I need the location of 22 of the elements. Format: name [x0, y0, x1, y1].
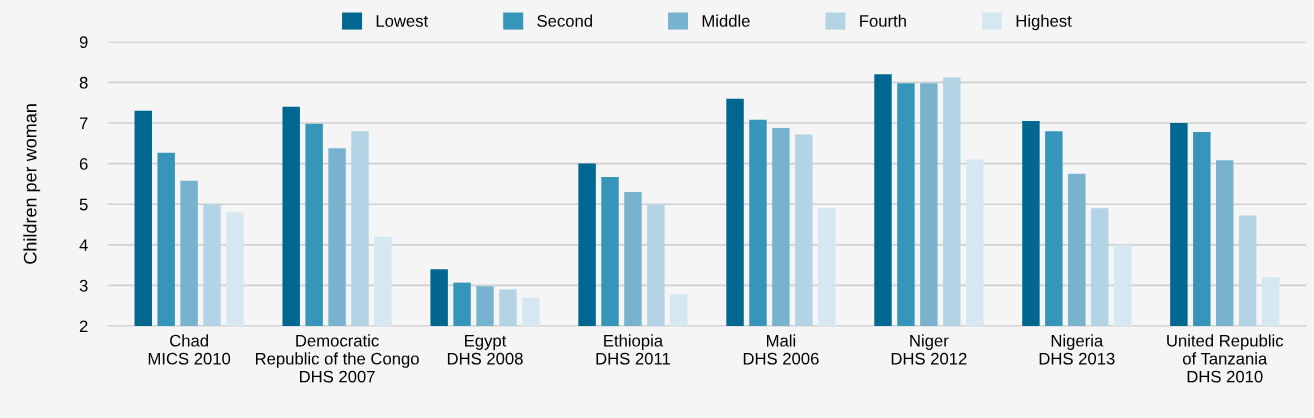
- y-tick-label: 7: [79, 117, 88, 130]
- legend-label: Fourth: [860, 14, 906, 27]
- y-axis-title: Children per woman: [23, 104, 41, 264]
- x-tick-label: Egypt DHS 2008: [447, 334, 523, 365]
- legend-label: Second: [537, 14, 592, 27]
- legend-label: Highest: [1016, 14, 1072, 31]
- y-tick-label: 2: [79, 320, 88, 333]
- y-tick-label: 3: [79, 279, 88, 292]
- x-tick-label: Mali DHS 2006: [743, 334, 819, 365]
- x-tick-label: Democratic Republic of the Congo DHS 2007: [255, 334, 419, 383]
- y-tick-label: 8: [79, 76, 88, 89]
- y-tick-label: 4: [79, 239, 88, 251]
- x-tick-label: United Republic of Tanzania DHS 2010: [1167, 334, 1284, 383]
- x-tick-label: Nigeria DHS 2013: [1039, 334, 1115, 365]
- legend-label: Middle: [702, 14, 750, 27]
- legend-label: Lowest: [376, 15, 429, 27]
- x-tick-label: Ethiopia DHS 2011: [596, 334, 670, 365]
- x-tick-label: Chad MICS 2010: [148, 334, 231, 365]
- y-tick-label: 5: [79, 198, 88, 211]
- y-tick-label: 6: [79, 158, 88, 170]
- x-tick-label: Niger DHS 2012: [891, 334, 967, 365]
- y-tick-label: 9: [79, 36, 88, 48]
